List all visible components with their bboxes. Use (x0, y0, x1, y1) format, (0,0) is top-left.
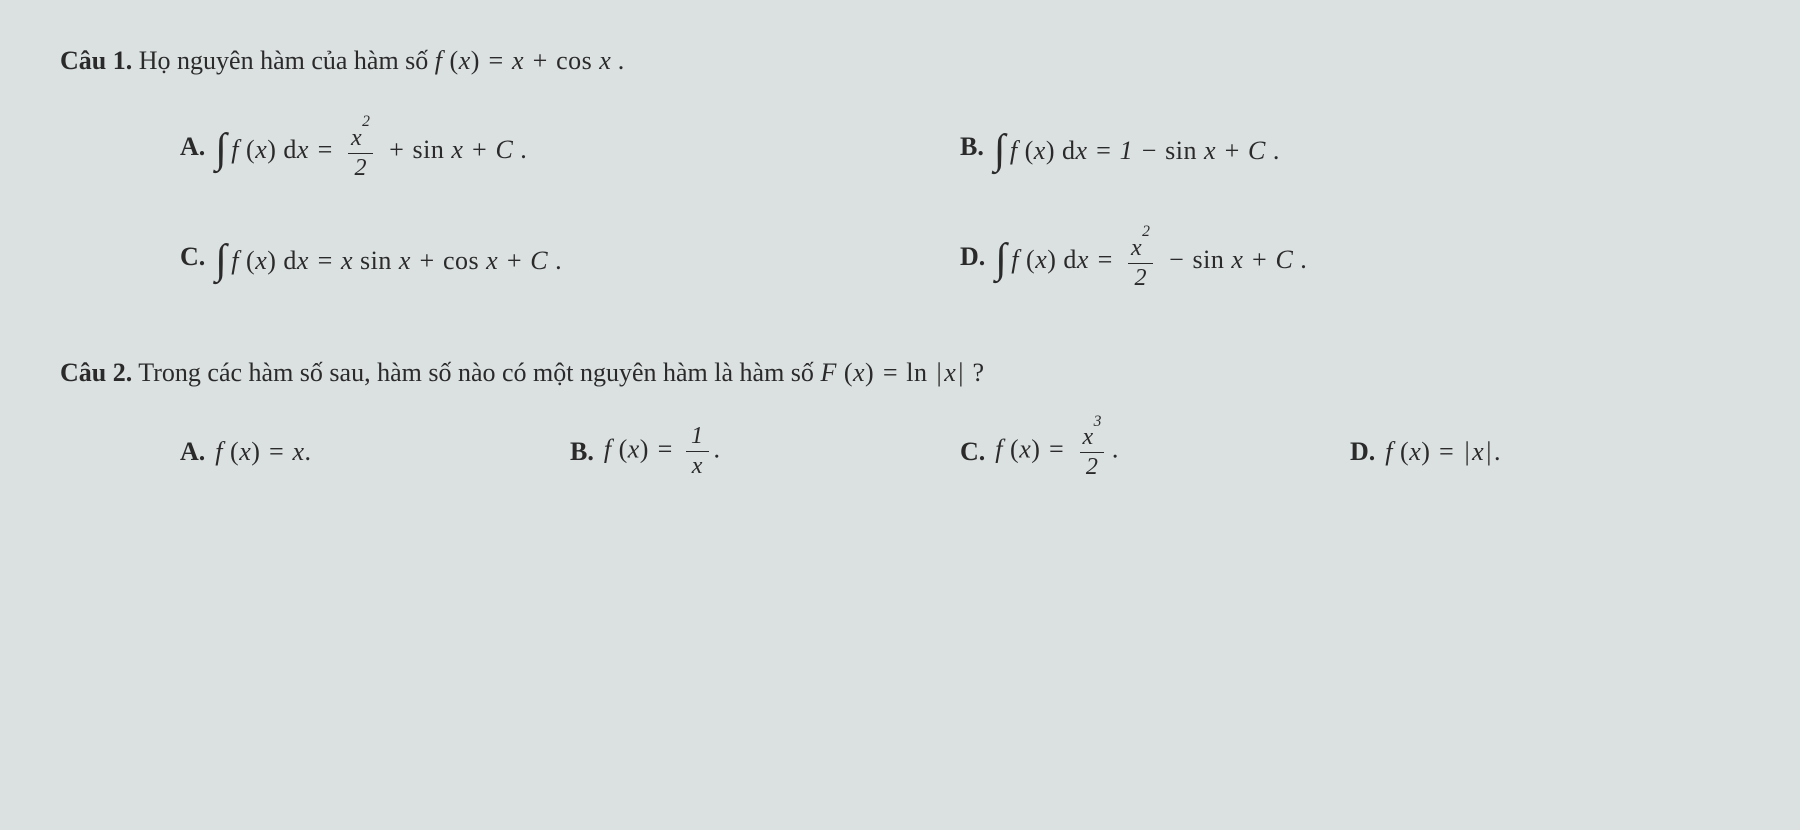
option-expr: f (x) = x. (1385, 431, 1501, 473)
option-label: A. (180, 126, 205, 168)
q2-option-c: C. f (x) = x32. (960, 423, 1350, 480)
q1-options: A. ∫f (x) dx = x22 + sin x + C . B. ∫f (… (180, 112, 1740, 292)
option-expr: ∫f (x) dx = x sin x + cos x + C . (215, 223, 562, 290)
option-expr: ∫f (x) dx = 1 − sin x + C . (994, 113, 1280, 180)
q1-option-c: C. ∫f (x) dx = x sin x + cos x + C . (180, 222, 960, 292)
option-expr: ∫f (x) dx = x22 − sin x + C . (995, 222, 1307, 291)
q2-text-post: ? (972, 358, 984, 387)
q1-option-d: D. ∫f (x) dx = x22 − sin x + C . (960, 222, 1740, 292)
option-label: B. (570, 431, 594, 473)
q1-option-b: B. ∫f (x) dx = 1 − sin x + C . (960, 112, 1740, 182)
q1-text-post: . (618, 46, 625, 75)
q1-text-pre: Họ nguyên hàm của hàm số (139, 46, 435, 75)
option-label: D. (960, 236, 985, 278)
question-2: Câu 2. Trong các hàm số sau, hàm số nào … (60, 352, 1740, 481)
q1-option-a: A. ∫f (x) dx = x22 + sin x + C . (180, 112, 960, 182)
q2-option-d: D. f (x) = x. (1350, 423, 1740, 480)
option-expr: f (x) = 1x. (604, 424, 721, 479)
option-label: D. (1350, 431, 1375, 473)
q1-math: f (x) = x + cos x (435, 46, 611, 75)
question-1: Câu 1. Họ nguyên hàm của hàm số f (x) = … (60, 40, 1740, 292)
q1-label: Câu 1. (60, 46, 132, 75)
option-label: C. (960, 431, 985, 473)
q1-prompt: Câu 1. Họ nguyên hàm của hàm số f (x) = … (60, 40, 1740, 82)
q2-label: Câu 2. (60, 358, 132, 387)
option-expr: f (x) = x. (215, 431, 311, 473)
q2-options: A. f (x) = x. B. f (x) = 1x. C. f (x) = … (180, 423, 1740, 480)
option-expr: f (x) = x32. (995, 423, 1119, 480)
option-expr: ∫f (x) dx = x22 + sin x + C . (215, 112, 527, 181)
q2-option-b: B. f (x) = 1x. (570, 423, 960, 480)
q2-option-a: A. f (x) = x. (180, 423, 570, 480)
q2-prompt: Câu 2. Trong các hàm số sau, hàm số nào … (60, 352, 1740, 394)
option-label: A. (180, 431, 205, 473)
option-label: C. (180, 236, 205, 278)
q2-math: F (x) = ln x (820, 358, 966, 387)
q2-text-pre: Trong các hàm số sau, hàm số nào có một … (138, 358, 820, 387)
option-label: B. (960, 126, 984, 168)
